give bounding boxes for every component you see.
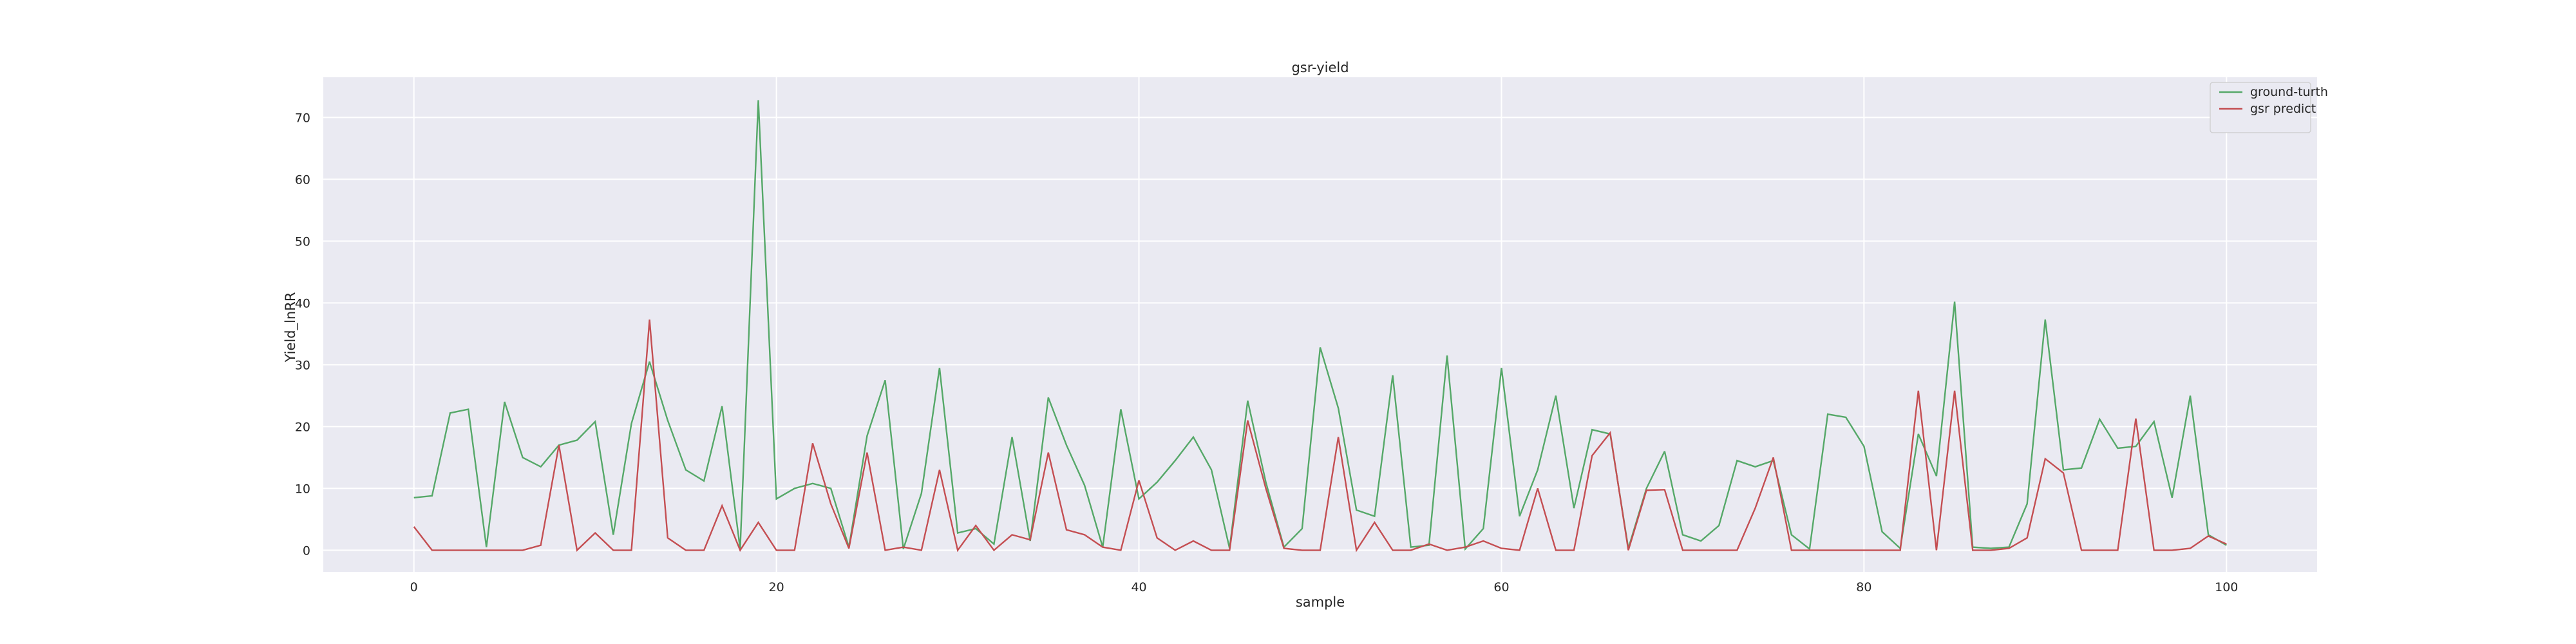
x-tick-label: 40 [1131, 580, 1146, 594]
x-tick-label: 0 [410, 580, 418, 594]
legend-box [2210, 82, 2311, 133]
legend-label: gsr predict [2250, 102, 2316, 116]
tick-labels: 0 20 40 60 80 100 0 10 20 30 40 50 60 70 [295, 111, 2239, 594]
x-tick-label: 100 [2215, 580, 2238, 594]
chart-title: gsr-yield [1291, 60, 1349, 75]
plot-area [323, 77, 2317, 572]
series-lines [413, 100, 2227, 553]
x-tick-label: 80 [1856, 580, 1871, 594]
x-tick-label: 20 [769, 580, 784, 594]
y-axis-label: Yield_lnRR [283, 292, 299, 363]
x-tick-label: 60 [1493, 580, 1509, 594]
y-tick-label: 0 [303, 544, 310, 558]
series-line-gsr-predict [413, 319, 2227, 553]
y-tick-label: 70 [295, 111, 310, 125]
legend: ground-turth gsr predict [2210, 82, 2328, 133]
legend-label: ground-turth [2250, 85, 2328, 99]
x-axis-label: sample [1296, 594, 1345, 610]
y-tick-label: 30 [295, 358, 310, 372]
y-tick-label: 20 [295, 420, 310, 434]
y-tick-label: 60 [295, 173, 310, 187]
y-tick-label: 40 [295, 296, 310, 310]
y-tick-label: 50 [295, 234, 310, 249]
y-tick-label: 10 [295, 482, 310, 496]
